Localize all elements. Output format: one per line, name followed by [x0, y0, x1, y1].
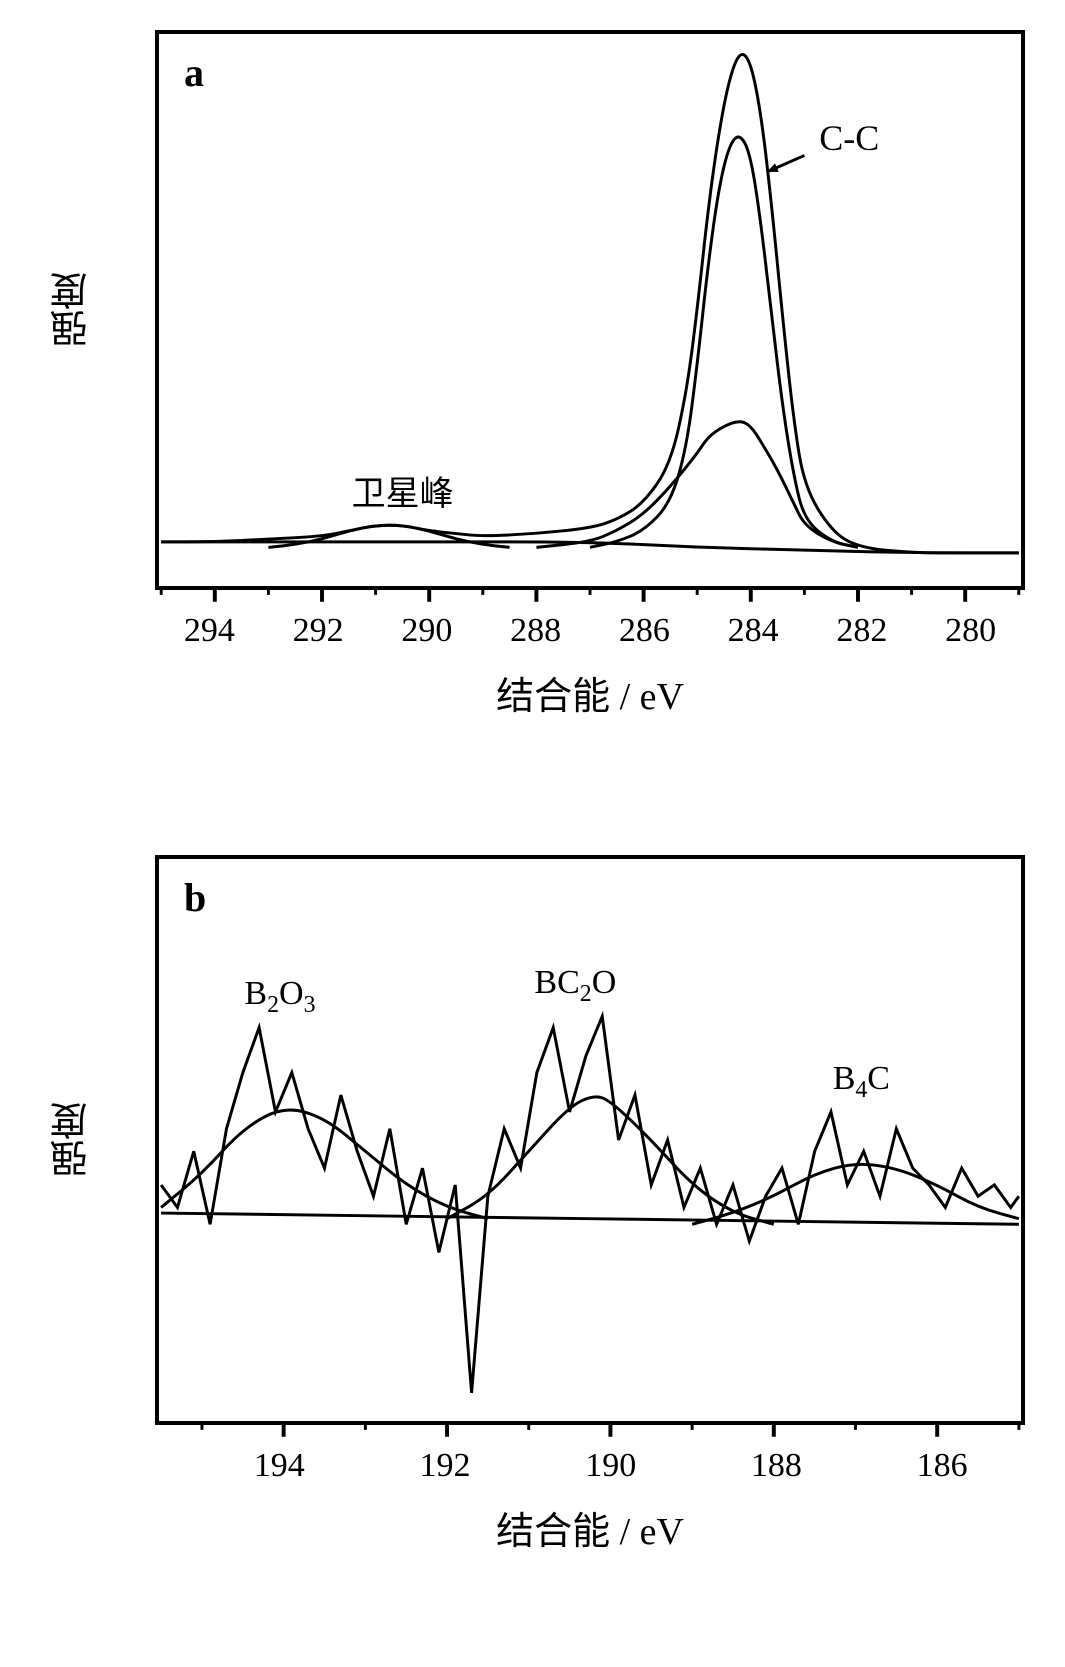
annotation: B4C — [833, 1060, 890, 1104]
panel-label-b: b — [184, 874, 206, 921]
chart-svg-b — [159, 859, 1021, 1421]
x-tick-label: 292 — [288, 612, 348, 650]
y-axis-label-b: 强度 — [45, 1090, 95, 1190]
panel-label-a: a — [184, 49, 204, 96]
annotation: B2O3 — [244, 975, 315, 1019]
x-tick-label: 284 — [723, 612, 783, 650]
annotation: BC2O — [534, 964, 616, 1008]
plot-area-a: a — [155, 30, 1025, 590]
x-tick-label: 190 — [581, 1447, 641, 1485]
x-axis-label-a: 结合能 / eV — [470, 665, 710, 720]
x-tick-label: 194 — [249, 1447, 309, 1485]
x-tick-label: 286 — [614, 612, 674, 650]
annotation: 卫星峰 — [352, 466, 454, 515]
x-tick-label: 192 — [415, 1447, 475, 1485]
x-tick-label: 280 — [941, 612, 1001, 650]
x-tick-label: 294 — [179, 612, 239, 650]
x-tick-label: 186 — [912, 1447, 972, 1485]
x-axis-label-b: 结合能 / eV — [470, 1500, 710, 1555]
x-tick-label: 188 — [746, 1447, 806, 1485]
annotation: C-C — [819, 117, 879, 159]
x-tick-label: 288 — [506, 612, 566, 650]
x-tick-label: 282 — [832, 612, 892, 650]
y-axis-label-a: 强度 — [45, 260, 95, 360]
plot-area-b: b — [155, 855, 1025, 1425]
x-tick-label: 290 — [397, 612, 457, 650]
chart-svg-a — [159, 34, 1021, 586]
